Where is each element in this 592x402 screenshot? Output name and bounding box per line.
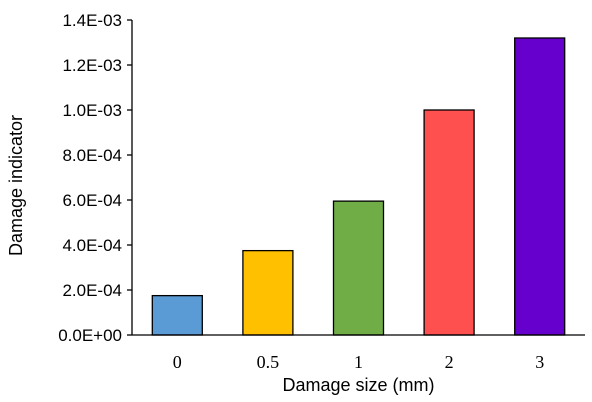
x-tick-label: 0 xyxy=(173,352,182,372)
bar-0.5 xyxy=(242,249,294,336)
y-tick-label: 0.0E+00 xyxy=(58,326,122,345)
x-tick-label: 0.5 xyxy=(257,352,280,372)
bar-3 xyxy=(514,37,566,336)
y-axis-title: Damage indicator xyxy=(6,115,26,256)
x-tick-label: 2 xyxy=(445,352,454,372)
y-tick-label: 6.0E-04 xyxy=(62,191,122,210)
bars xyxy=(151,37,566,336)
y-axis-ticks: 0.0E+00 2.0E-04 4.0E-04 6.0E-04 8.0E-04 1.0E-… xyxy=(58,11,132,345)
x-tick-label: 3 xyxy=(535,352,544,372)
y-tick-label: 2.0E-04 xyxy=(62,281,122,300)
x-axis-title: Damage size (mm) xyxy=(282,375,434,395)
y-tick-label: 4.0E-04 xyxy=(62,236,122,255)
bar-1 xyxy=(332,200,385,336)
y-tick-label: 1.0E-03 xyxy=(62,101,122,120)
y-tick-label: 1.4E-03 xyxy=(62,11,122,30)
y-tick-label: 8.0E-04 xyxy=(62,146,122,165)
x-tick-label: 1 xyxy=(354,352,363,372)
bar-0 xyxy=(151,294,203,336)
bar-2 xyxy=(423,109,475,336)
x-axis-ticks: 0 0.5 1 2 3 xyxy=(173,352,544,372)
y-tick-label: 1.2E-03 xyxy=(62,56,122,75)
